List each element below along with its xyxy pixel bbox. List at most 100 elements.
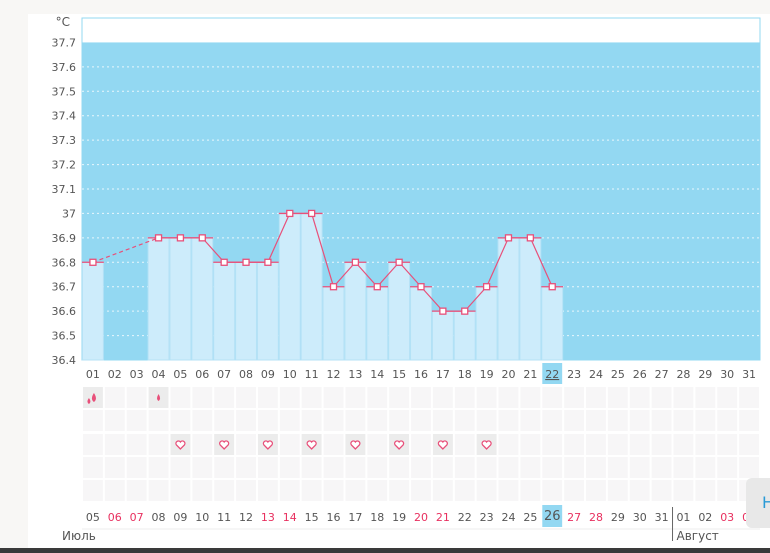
cycle-day-label[interactable]: 19 bbox=[480, 368, 494, 381]
date-label[interactable]: 03 bbox=[720, 511, 734, 524]
temperature-point[interactable] bbox=[482, 283, 491, 291]
symptom-cell[interactable] bbox=[607, 387, 628, 408]
date-label[interactable]: 09 bbox=[173, 511, 187, 524]
symptom-cell[interactable] bbox=[520, 387, 541, 408]
symptom-cell[interactable] bbox=[411, 387, 431, 408]
symptom-cell[interactable] bbox=[301, 387, 322, 408]
symptom-cell[interactable] bbox=[301, 410, 322, 431]
symptom-cell[interactable] bbox=[586, 457, 606, 478]
cycle-day-label[interactable]: 15 bbox=[392, 368, 406, 381]
symptom-cell[interactable] bbox=[345, 410, 366, 431]
cycle-day-label[interactable]: 24 bbox=[589, 368, 603, 381]
temperature-point[interactable] bbox=[461, 307, 469, 315]
symptom-cell[interactable] bbox=[520, 410, 541, 431]
symptom-cell[interactable] bbox=[104, 457, 125, 478]
symptom-cell[interactable] bbox=[651, 387, 672, 408]
symptom-cell[interactable] bbox=[454, 457, 475, 478]
symptom-cell[interactable] bbox=[542, 434, 563, 455]
symptom-cell[interactable] bbox=[542, 387, 563, 408]
symptom-cell[interactable] bbox=[717, 387, 738, 408]
date-label[interactable]: 29 bbox=[611, 511, 625, 524]
cycle-day-label[interactable]: 25 bbox=[611, 368, 625, 381]
temperature-point[interactable] bbox=[395, 258, 403, 266]
temperature-point[interactable] bbox=[176, 234, 185, 242]
date-label[interactable]: 14 bbox=[283, 511, 297, 524]
symptom-cell[interactable] bbox=[629, 457, 650, 478]
symptom-cell[interactable] bbox=[126, 457, 147, 478]
date-label[interactable]: 06 bbox=[108, 511, 122, 524]
symptom-cell[interactable] bbox=[104, 434, 125, 455]
symptom-cell[interactable] bbox=[104, 387, 125, 408]
symptom-cell[interactable] bbox=[476, 410, 497, 431]
symptom-cell[interactable] bbox=[651, 480, 672, 501]
cycle-day-label[interactable]: 08 bbox=[239, 368, 253, 381]
symptom-cell[interactable] bbox=[651, 410, 672, 431]
symptom-cell[interactable] bbox=[476, 457, 497, 478]
symptom-cell[interactable] bbox=[236, 410, 256, 431]
symptom-cell[interactable] bbox=[104, 480, 125, 501]
symptom-cell[interactable] bbox=[673, 434, 694, 455]
symptom-cell[interactable] bbox=[411, 410, 431, 431]
symptom-cell[interactable] bbox=[236, 434, 256, 455]
temperature-point[interactable] bbox=[220, 258, 228, 266]
symptom-cell[interactable] bbox=[432, 480, 453, 501]
temperature-point[interactable] bbox=[307, 209, 316, 218]
symptom-cell[interactable] bbox=[717, 457, 738, 478]
symptom-cell[interactable] bbox=[389, 387, 410, 408]
symptom-cell[interactable] bbox=[476, 387, 497, 408]
symptom-cell[interactable] bbox=[739, 434, 759, 455]
symptom-cell[interactable] bbox=[279, 480, 300, 501]
symptom-cell[interactable] bbox=[651, 457, 672, 478]
symptom-cell[interactable] bbox=[673, 410, 694, 431]
cycle-day-label[interactable]: 05 bbox=[173, 368, 187, 381]
symptom-cell[interactable] bbox=[367, 457, 388, 478]
symptom-cell[interactable] bbox=[454, 480, 475, 501]
symptom-cell[interactable] bbox=[126, 410, 147, 431]
cycle-day-label[interactable]: 03 bbox=[130, 368, 144, 381]
symptom-cell[interactable] bbox=[411, 480, 431, 501]
temperature-point[interactable] bbox=[154, 234, 163, 242]
date-label[interactable]: 25 bbox=[523, 511, 537, 524]
symptom-cell[interactable] bbox=[323, 410, 344, 431]
date-label[interactable]: 18 bbox=[370, 511, 384, 524]
next-button[interactable]: Н bbox=[746, 478, 770, 528]
symptom-cell[interactable] bbox=[192, 457, 213, 478]
symptom-cell[interactable] bbox=[454, 434, 475, 455]
temperature-point[interactable] bbox=[329, 283, 338, 291]
symptom-cell[interactable] bbox=[476, 480, 497, 501]
symptom-cell[interactable] bbox=[214, 387, 235, 408]
temperature-point[interactable] bbox=[264, 258, 272, 266]
symptom-cell[interactable] bbox=[607, 457, 628, 478]
symptom-cell[interactable] bbox=[520, 434, 541, 455]
symptom-cell[interactable] bbox=[586, 480, 606, 501]
date-label[interactable]: 23 bbox=[480, 511, 494, 524]
symptom-cell[interactable] bbox=[673, 387, 694, 408]
date-label[interactable]: 13 bbox=[261, 511, 275, 524]
symptom-cell[interactable] bbox=[717, 410, 738, 431]
date-label[interactable]: 24 bbox=[501, 511, 515, 524]
symptom-cell[interactable] bbox=[629, 480, 650, 501]
symptom-cell[interactable] bbox=[411, 457, 431, 478]
symptom-cell[interactable] bbox=[367, 410, 388, 431]
date-label[interactable]: 10 bbox=[195, 511, 209, 524]
symptom-cell[interactable] bbox=[236, 480, 256, 501]
temperature-point[interactable] bbox=[504, 234, 513, 242]
symptom-cell[interactable] bbox=[411, 434, 431, 455]
date-label[interactable]: 05 bbox=[86, 511, 100, 524]
symptom-cell[interactable] bbox=[192, 434, 213, 455]
cycle-day-label[interactable]: 30 bbox=[720, 368, 734, 381]
symptom-cell[interactable] bbox=[607, 410, 628, 431]
symptom-cell[interactable] bbox=[126, 387, 147, 408]
cycle-day-label[interactable]: 14 bbox=[370, 368, 384, 381]
date-label[interactable]: 01 bbox=[676, 511, 690, 524]
symptom-cell[interactable] bbox=[367, 480, 388, 501]
symptom-cell[interactable] bbox=[301, 480, 322, 501]
date-label[interactable]: 07 bbox=[130, 511, 144, 524]
date-label[interactable]: 08 bbox=[152, 511, 166, 524]
temperature-point[interactable] bbox=[198, 234, 206, 242]
date-label[interactable]: 20 bbox=[414, 511, 428, 524]
date-label[interactable]: 12 bbox=[239, 511, 253, 524]
symptom-cell[interactable] bbox=[542, 410, 563, 431]
date-label[interactable]: 11 bbox=[217, 511, 231, 524]
symptom-cell[interactable] bbox=[192, 410, 213, 431]
